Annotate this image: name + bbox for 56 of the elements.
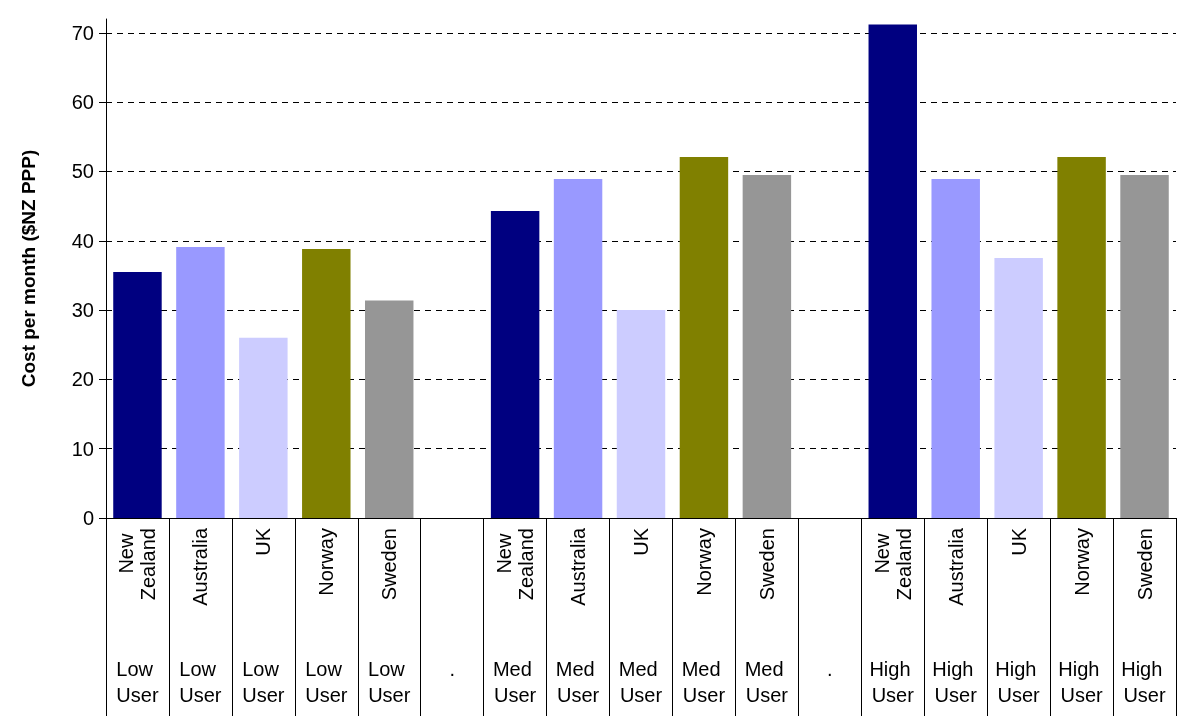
text: High User [1058, 658, 1105, 706]
bar [742, 174, 792, 518]
bar [1120, 174, 1169, 518]
bar [679, 156, 729, 518]
x-tick-label: New Zealand [493, 528, 538, 601]
x-tick-label: Sweden [755, 528, 778, 601]
x-tick-label: Australia [567, 527, 590, 606]
bar [176, 247, 225, 518]
text: Med User [492, 658, 538, 706]
bar [302, 249, 351, 518]
bar [868, 24, 917, 518]
bar [553, 179, 603, 518]
bar [365, 300, 414, 518]
x-tick-label: Sweden [1133, 528, 1156, 601]
text: High User [995, 658, 1042, 706]
bar [239, 337, 288, 518]
x-tick-label: Norway [1070, 528, 1093, 596]
bar [994, 258, 1043, 518]
y-tick-label: 40 [71, 229, 94, 252]
y-tick-label: 20 [71, 368, 94, 391]
text: Low User [305, 658, 348, 706]
text: Med User [681, 658, 727, 706]
text: High User [1121, 658, 1168, 706]
bar [616, 310, 666, 518]
text: Low User [116, 658, 159, 706]
x-tick-label: Sweden [378, 528, 401, 601]
y-tick-label: 50 [71, 160, 94, 183]
y-tick-label: 60 [71, 91, 94, 114]
x-tick-label: Norway [315, 528, 338, 596]
text: High User [869, 658, 917, 706]
y-tick-label: 10 [71, 437, 94, 460]
y-tick-label: 0 [82, 507, 94, 529]
text: . [827, 658, 833, 680]
bar [1057, 156, 1106, 518]
text: Low User [242, 658, 285, 706]
y-tick-label: 70 [71, 21, 94, 44]
x-tick-label: Norway [692, 528, 715, 596]
text: Med User [555, 658, 601, 706]
y-tick-label: 30 [71, 299, 94, 322]
x-tick-label: Australia [944, 527, 967, 606]
bar [931, 179, 980, 518]
text: . [449, 658, 455, 680]
text: High User [932, 658, 980, 706]
bar [490, 210, 540, 518]
y-axis-title: Cost per month ($NZ PPP) [18, 149, 39, 388]
x-tick-label: UK [1007, 527, 1030, 556]
x-tick-label: Australia [189, 527, 212, 606]
x-tick-label: UK [630, 527, 652, 556]
text: Med User [744, 658, 790, 706]
text: Med User [618, 658, 664, 706]
x-tick-label: New Zealand [115, 528, 160, 601]
text: Low User [179, 658, 222, 706]
bar [113, 271, 162, 518]
text: Low User [368, 658, 411, 706]
x-tick-label: New Zealand [870, 528, 915, 601]
x-tick-label: UK [252, 527, 275, 556]
